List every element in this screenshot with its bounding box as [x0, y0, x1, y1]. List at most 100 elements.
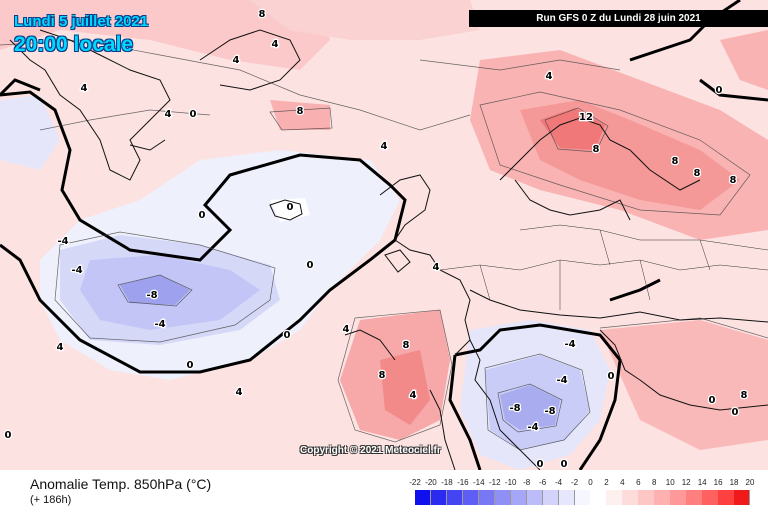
copyright-notice: Copyright © 2021 Meteociel.fr — [300, 445, 441, 456]
contour-label: 4 — [343, 324, 350, 335]
scale-tick-label: 10 — [665, 478, 675, 487]
contour-label: 4 — [433, 262, 440, 273]
contour-label: 8 — [741, 390, 748, 401]
scale-swatch — [415, 490, 432, 505]
contour-label: -4 — [57, 236, 68, 247]
scale-swatch — [702, 490, 719, 505]
scale-tick-label: -16 — [457, 478, 469, 487]
scale-swatch — [718, 490, 735, 505]
contour-label: 4 — [272, 39, 279, 50]
contour-label: -4 — [527, 422, 538, 433]
scale-tick-label: 16 — [713, 478, 723, 487]
scale-swatch — [446, 490, 464, 505]
scale-tick-label: -22 — [409, 478, 421, 487]
contour-label: 8 — [694, 168, 701, 179]
contour-label: -4 — [564, 339, 575, 350]
contour-label: 8 — [259, 9, 266, 20]
forecast-hour: (+ 186h) — [30, 494, 72, 506]
contour-label: 8 — [593, 144, 600, 155]
contour-label: 4 — [81, 83, 88, 94]
contour-label: 0 — [287, 202, 294, 213]
scale-swatch — [638, 490, 655, 505]
contour-label: 0 — [307, 260, 314, 271]
contour-label: 8 — [379, 370, 386, 381]
scale-tick-label: -20 — [425, 478, 437, 487]
contour-label: 8 — [672, 156, 679, 167]
contour-label: 4 — [233, 55, 240, 66]
scale-tick-label: 0 — [588, 478, 593, 487]
scale-tick-label: -8 — [523, 478, 531, 487]
contour-label: 0 — [561, 459, 568, 470]
contour-label: 0 — [284, 330, 291, 341]
cold-anomaly-areas — [0, 95, 610, 470]
scale-tick-label: -2 — [570, 478, 579, 487]
scale-tick-label: -10 — [504, 478, 517, 487]
scale-swatch — [590, 490, 607, 505]
country-borders — [439, 224, 768, 310]
contour-label: -8 — [146, 290, 157, 301]
scale-swatch — [494, 490, 512, 505]
contour-label: 4 — [410, 390, 417, 401]
contour-label: 0 — [709, 395, 716, 406]
contour-label: 12 — [579, 112, 593, 123]
contour-label: -4 — [556, 375, 567, 386]
contour-label: 0 — [190, 109, 197, 120]
scale-tick-label: 2 — [604, 478, 609, 487]
contour-label: 4 — [165, 109, 172, 120]
scale-swatch — [542, 490, 560, 505]
scale-tick-label: 8 — [652, 478, 657, 487]
scale-swatch — [622, 490, 639, 505]
contour-label: 0 — [187, 360, 194, 371]
contour-label: 0 — [5, 430, 12, 441]
coastlines — [9, 29, 768, 470]
contour-label: 0 — [716, 85, 723, 96]
scale-swatch — [606, 490, 623, 505]
isotherm-contours — [0, 39, 768, 451]
contour-label: 4 — [546, 71, 553, 82]
scale-swatch — [558, 490, 575, 505]
contour-label: 0 — [199, 210, 206, 221]
scale-tick-label: -18 — [441, 478, 453, 487]
scale-tick-label: 6 — [636, 478, 641, 487]
scale-swatch — [462, 490, 480, 505]
scale-swatch — [654, 490, 671, 505]
color-scale: -22 -20 -18 -16 -14 -12 -10 -8 -6 -4 -2 0 2 4 6 8 10 12 14… — [409, 478, 754, 508]
contour-label: 4 — [57, 342, 64, 353]
forecast-date: Lundi 5 juillet 2021 — [14, 13, 149, 30]
scale-tick-label: 20 — [745, 478, 755, 487]
scale-tick-label: 18 — [729, 478, 739, 487]
contour-label: 8 — [730, 175, 737, 186]
scale-tick-label: 14 — [697, 478, 707, 487]
contour-label: 4 — [381, 141, 388, 152]
scale-swatch — [430, 490, 448, 505]
scale-swatch — [670, 490, 687, 505]
scale-tick-label: -6 — [539, 478, 547, 487]
contour-label: 4 — [236, 387, 243, 398]
scale-swatch — [510, 490, 528, 505]
forecast-local-time: 20:00 locale — [14, 33, 134, 56]
product-title: Anomalie Temp. 850hPa (°C) — [30, 476, 212, 492]
scale-swatch — [574, 490, 591, 505]
scale-tick-label: -4 — [555, 478, 563, 487]
contour-label: 8 — [297, 106, 304, 117]
legend-bar: Anomalie Temp. 850hPa (°C) (+ 186h) -22-… — [0, 470, 768, 512]
contour-label: 0 — [732, 407, 739, 418]
contour-label: -8 — [544, 406, 555, 417]
scale-swatch — [686, 490, 703, 505]
scale-tick-label: 12 — [681, 478, 691, 487]
contour-label: 0 — [537, 459, 544, 470]
scale-swatch — [526, 490, 544, 505]
scale-swatch — [734, 490, 751, 505]
scale-tick-label: -14 — [473, 478, 485, 487]
scale-tick-label: 4 — [620, 478, 625, 487]
scale-tick-label: -12 — [488, 478, 501, 487]
contour-label: 0 — [608, 371, 615, 382]
scale-swatch — [478, 490, 496, 505]
contour-label: 8 — [403, 340, 410, 351]
run-info-banner: Run GFS 0 Z du Lundi 28 juin 2021 — [469, 10, 768, 27]
contour-label: -8 — [509, 403, 520, 414]
contour-label: -4 — [71, 265, 82, 276]
contour-label: -4 — [154, 319, 165, 330]
